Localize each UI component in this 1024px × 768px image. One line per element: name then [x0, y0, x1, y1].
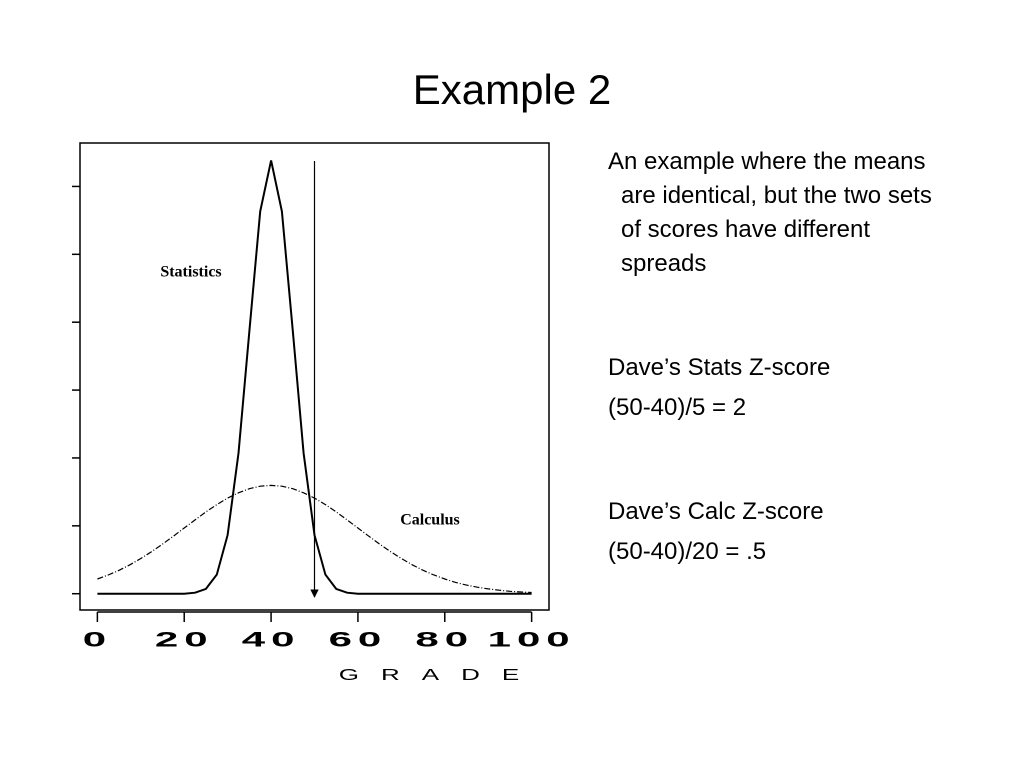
bullet: (50-40)/20 = .5: [608, 538, 767, 565]
x-tick-label: 100: [488, 628, 576, 651]
slide-title: Example 2: [412, 66, 612, 113]
bullet: Dave’s Stats Z-score: [608, 354, 831, 381]
x-tick-label: 40: [242, 628, 301, 651]
x-tick-label: 80: [415, 628, 474, 651]
plot-frame: [79, 142, 550, 611]
x-tick-label: 20: [155, 628, 214, 651]
x-tick-label: 0: [83, 628, 112, 651]
chart: 0 20 40 60 80 100 GRADE Statistics Calculus: [72, 142, 576, 684]
series-label: Statistics: [160, 264, 221, 281]
x-tick-label: 60: [329, 628, 388, 651]
bullet: (50-40)/5 = 2: [608, 394, 747, 421]
bullet: An example where the means are identical…: [608, 148, 932, 277]
series-label: Calculus: [400, 512, 460, 529]
x-axis-label: GRADE: [339, 666, 541, 683]
bullet: Dave’s Calc Z-score: [608, 498, 824, 525]
text-block: An example where the means are identical…: [608, 145, 938, 569]
